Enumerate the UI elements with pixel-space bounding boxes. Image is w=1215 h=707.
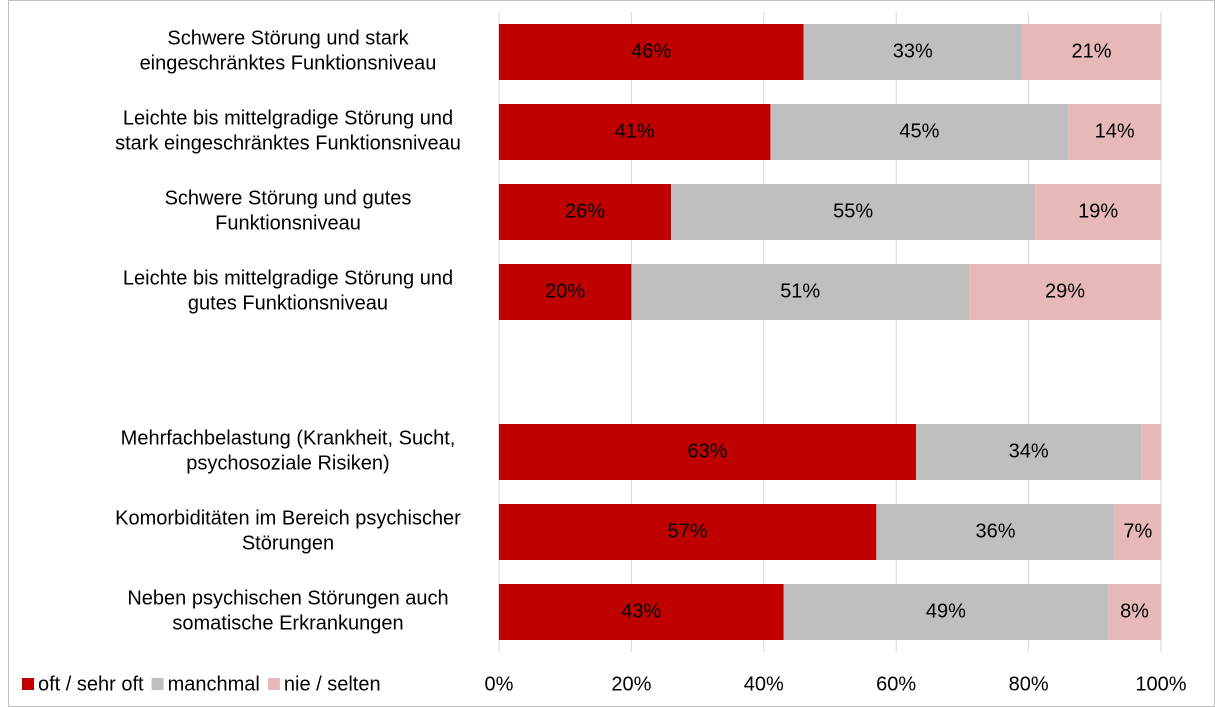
data-label: 36% [975,520,1015,542]
data-label: 26% [565,200,605,222]
data-label: 20% [545,280,585,302]
bar-segment [499,264,632,320]
category-label: Schwere Störung und gutes Funktionsniveau [165,188,412,235]
legend-swatch [151,678,164,690]
legend-swatch [22,678,34,690]
category-label: Leichte bis mittelgradige Störung und gut… [123,268,453,315]
data-label: 29% [1045,280,1085,302]
bar-segment [631,264,970,320]
bar-segment [1021,24,1161,80]
bar-segment [1114,504,1161,560]
data-label: 55% [833,200,873,222]
data-label: 14% [1095,120,1135,142]
data-label: 21% [1071,40,1111,62]
bar-segment [499,24,804,80]
bar-segment [499,584,784,640]
bar-segment [783,584,1109,640]
bar-segment [969,264,1161,320]
bar-segment [1141,424,1161,480]
legend-label: oft / sehr oft [38,673,144,695]
category-label: Mehrfachbelastung (Krankheit, Sucht, psyc… [121,428,456,475]
x-tick-label: 20% [611,673,651,695]
bar-segment [1108,584,1161,640]
x-tick-label: 80% [1009,673,1049,695]
legend-label: nie / selten [284,673,381,695]
data-label: 34% [1009,440,1049,462]
data-label: 63% [688,440,728,462]
x-tick-label: 60% [876,673,916,695]
x-tick-label: 40% [744,673,784,695]
bar-segment [916,424,1142,480]
x-tick-label: 0% [485,673,514,695]
bar-segment [499,424,917,480]
category-label: Leichte bis mittelgradige Störung und sta… [115,108,461,155]
bar-segment [803,24,1022,80]
x-tick-label: 100% [1135,673,1186,695]
bar-segment [499,104,771,160]
bar-segment [671,184,1036,240]
data-label: 19% [1078,200,1118,222]
category-label: Schwere Störung und stark eingeschränktes… [140,28,437,75]
legend-label: manchmal [168,673,260,695]
legend-swatch [267,678,280,690]
data-label: 49% [926,600,966,622]
data-label: 41% [615,120,655,142]
bar-segment [1035,184,1161,240]
data-label: 57% [668,520,708,542]
bar-segment [876,504,1115,560]
data-label: 7% [1123,520,1152,542]
bar-segment [1068,104,1161,160]
bar-segment [770,104,1069,160]
data-label: 46% [631,40,671,62]
category-label: Neben psychischen Störungen auch somatisc… [127,588,448,635]
bar-segment [499,184,672,240]
bar-segment [499,504,877,560]
category-label: Komorbiditäten im Bereich psychischer Stö… [115,508,461,555]
data-label: 8% [1120,600,1149,622]
data-label: 45% [899,120,939,142]
data-label: 33% [893,40,933,62]
data-label: 43% [621,600,661,622]
data-label: 51% [780,280,820,302]
